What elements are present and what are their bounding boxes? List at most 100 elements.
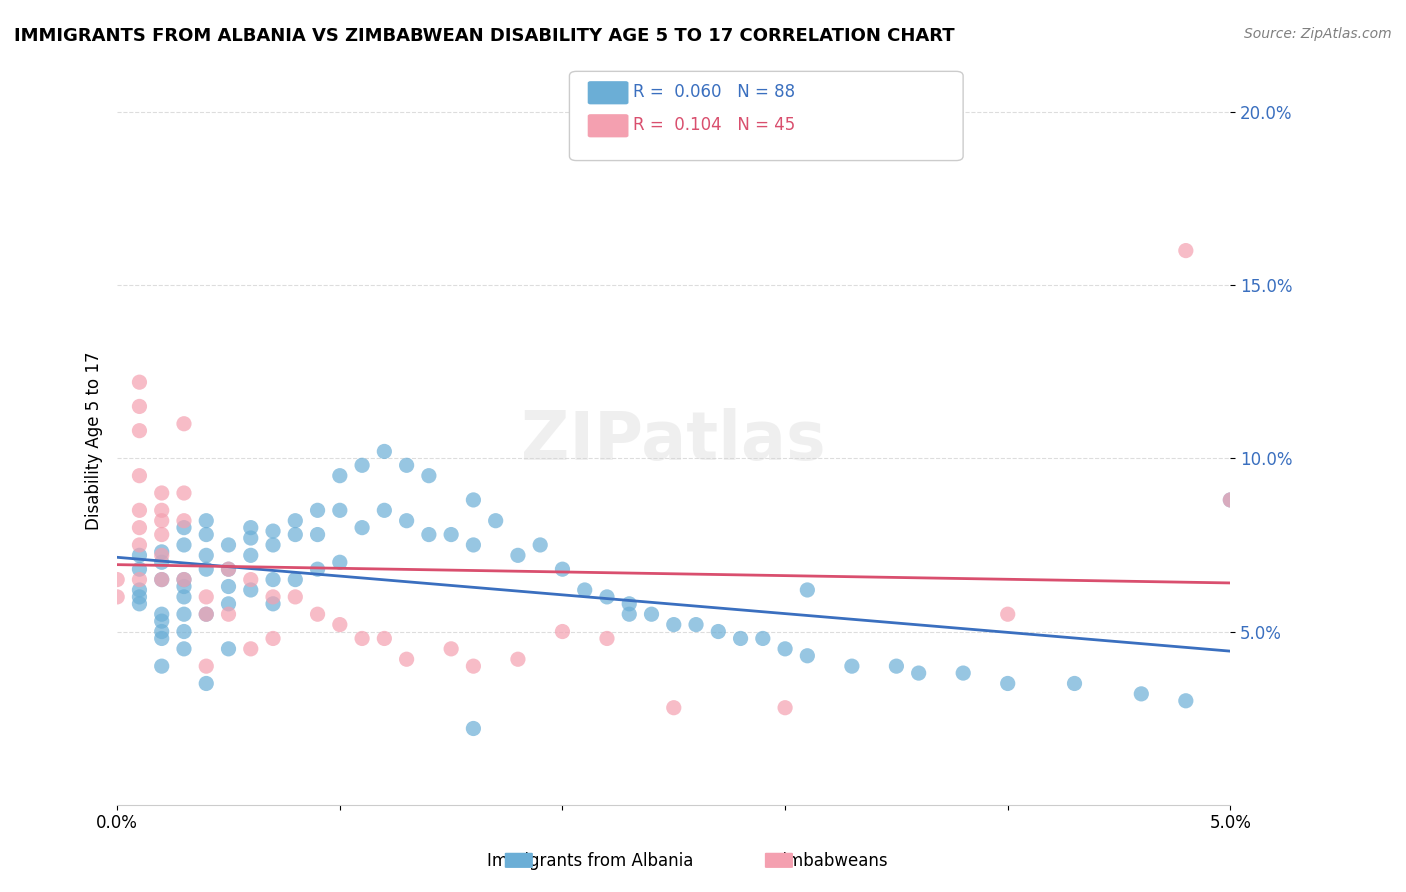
Point — [239, 549, 262, 563]
Point — [239, 573, 262, 587]
Point — [218, 538, 240, 552]
Point — [284, 527, 307, 541]
Point — [1264, 666, 1286, 681]
Point — [128, 590, 150, 604]
Point — [619, 597, 641, 611]
Point — [752, 632, 775, 646]
Point — [551, 562, 574, 576]
Point — [128, 562, 150, 576]
Point — [551, 624, 574, 639]
Point — [463, 538, 485, 552]
Point — [463, 492, 485, 507]
Point — [773, 700, 796, 714]
Point — [128, 375, 150, 389]
Point — [284, 514, 307, 528]
Point — [886, 659, 908, 673]
Point — [105, 590, 128, 604]
Point — [150, 659, 173, 673]
Text: IMMIGRANTS FROM ALBANIA VS ZIMBABWEAN DISABILITY AGE 5 TO 17 CORRELATION CHART: IMMIGRANTS FROM ALBANIA VS ZIMBABWEAN DI… — [14, 27, 955, 45]
Point — [662, 617, 685, 632]
Point — [218, 597, 240, 611]
Point — [352, 458, 374, 473]
Point — [1174, 694, 1197, 708]
Point — [150, 514, 173, 528]
Text: ZIPatlas: ZIPatlas — [522, 408, 827, 474]
Point — [218, 607, 240, 622]
Point — [307, 503, 329, 517]
Point — [150, 486, 173, 500]
Point — [1219, 492, 1241, 507]
Point — [685, 617, 707, 632]
Point — [173, 624, 195, 639]
Point — [173, 590, 195, 604]
Point — [329, 503, 352, 517]
Point — [105, 573, 128, 587]
Text: R =  0.104   N = 45: R = 0.104 N = 45 — [633, 116, 794, 134]
Point — [440, 641, 463, 656]
Point — [150, 549, 173, 563]
Point — [997, 607, 1019, 622]
Point — [463, 722, 485, 736]
Point — [128, 549, 150, 563]
Point — [730, 632, 752, 646]
Point — [195, 514, 218, 528]
Y-axis label: Disability Age 5 to 17: Disability Age 5 to 17 — [86, 351, 103, 531]
Point — [574, 582, 596, 597]
Point — [218, 562, 240, 576]
Text: Immigrants from Albania: Immigrants from Albania — [488, 852, 693, 870]
Point — [195, 549, 218, 563]
Text: R =  0.060   N = 88: R = 0.060 N = 88 — [633, 83, 794, 101]
Text: Zimbabweans: Zimbabweans — [772, 852, 887, 870]
Point — [1219, 492, 1241, 507]
Point — [907, 666, 929, 681]
Point — [841, 659, 863, 673]
Point — [506, 652, 529, 666]
Point — [150, 614, 173, 628]
Point — [307, 527, 329, 541]
Point — [173, 486, 195, 500]
Point — [284, 590, 307, 604]
Point — [352, 521, 374, 535]
Point — [150, 503, 173, 517]
Point — [707, 624, 730, 639]
Point — [262, 524, 284, 538]
Point — [150, 573, 173, 587]
Point — [195, 607, 218, 622]
Point — [173, 573, 195, 587]
Point — [796, 582, 818, 597]
Point — [195, 659, 218, 673]
Point — [173, 521, 195, 535]
Point — [529, 538, 551, 552]
Point — [1130, 687, 1153, 701]
Point — [239, 521, 262, 535]
Point — [262, 590, 284, 604]
Point — [773, 641, 796, 656]
Point — [128, 468, 150, 483]
Point — [173, 580, 195, 594]
Point — [262, 632, 284, 646]
Point — [506, 549, 529, 563]
Point — [173, 573, 195, 587]
Point — [619, 607, 641, 622]
Point — [195, 607, 218, 622]
Point — [150, 555, 173, 569]
Point — [128, 582, 150, 597]
Point — [195, 676, 218, 690]
Point — [463, 659, 485, 673]
Point — [173, 417, 195, 431]
Point — [128, 521, 150, 535]
Point — [329, 468, 352, 483]
Point — [218, 562, 240, 576]
Point — [485, 514, 508, 528]
Point — [997, 676, 1019, 690]
Point — [329, 555, 352, 569]
Point — [796, 648, 818, 663]
Point — [262, 573, 284, 587]
Point — [173, 641, 195, 656]
Point — [395, 458, 418, 473]
Point — [128, 400, 150, 414]
Point — [218, 641, 240, 656]
Point — [640, 607, 662, 622]
Point — [239, 641, 262, 656]
Point — [262, 538, 284, 552]
